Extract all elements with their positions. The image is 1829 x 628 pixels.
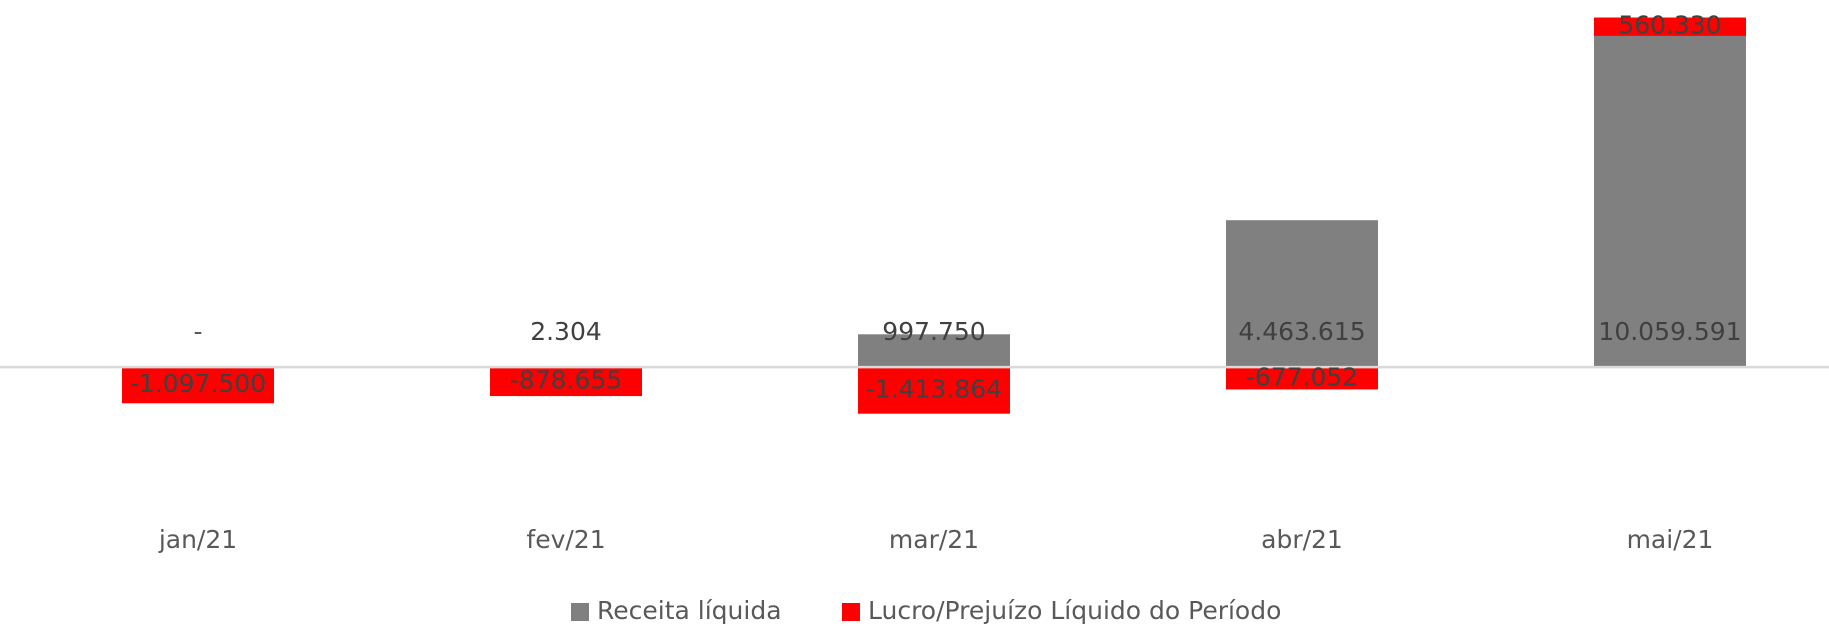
data-label: 4.463.615	[1238, 317, 1365, 346]
data-label: 2.304	[530, 317, 602, 346]
data-label: 560.330	[1618, 11, 1721, 40]
bar-segment	[1594, 35, 1746, 368]
bar-segment	[858, 367, 1010, 414]
data-label: -	[193, 317, 202, 346]
x-tick-label: abr/21	[1261, 525, 1343, 554]
legend-label: Receita líquida	[597, 596, 782, 625]
x-tick-label: jan/21	[158, 525, 237, 554]
bar-segment	[1594, 17, 1746, 36]
bar-segment	[1226, 220, 1378, 368]
bar-segment	[858, 334, 1010, 368]
data-label: -677.052	[1246, 362, 1358, 391]
data-label: 997.750	[882, 317, 985, 346]
legend-swatch	[571, 603, 589, 621]
data-label: -1.097.500	[130, 369, 266, 398]
legend-swatch	[842, 603, 860, 621]
x-tick-label: fev/21	[526, 525, 605, 554]
bar-segment	[122, 367, 274, 404]
data-label: -1.413.864	[866, 374, 1002, 403]
x-tick-label: mai/21	[1627, 525, 1714, 554]
legend-label: Lucro/Prejuízo Líquido do Período	[868, 596, 1281, 625]
bar-segment	[490, 367, 642, 397]
data-label: 10.059.591	[1598, 317, 1741, 346]
x-tick-label: mar/21	[889, 525, 979, 554]
bar-segment	[1226, 367, 1378, 390]
data-label: -878.655	[510, 366, 622, 395]
